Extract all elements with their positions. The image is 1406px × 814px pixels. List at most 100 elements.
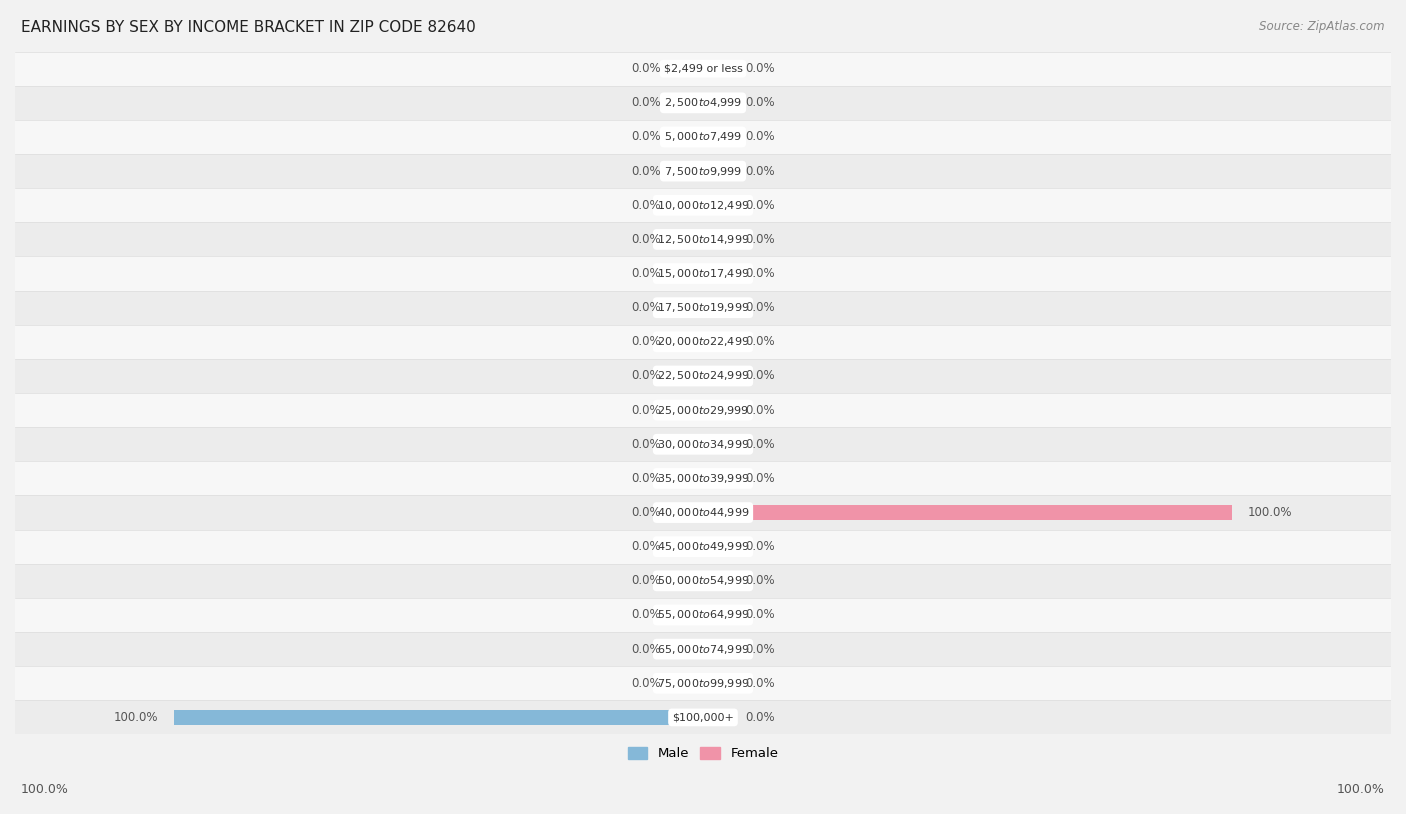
Text: 0.0%: 0.0% [745, 267, 775, 280]
Bar [15, 359, 1391, 393]
Bar [15, 222, 1391, 256]
Text: $50,000 to $54,999: $50,000 to $54,999 [657, 575, 749, 588]
Bar [703, 574, 730, 588]
Bar [15, 154, 1391, 188]
Text: 0.0%: 0.0% [745, 130, 775, 143]
Bar [703, 437, 730, 452]
Text: 0.0%: 0.0% [631, 96, 661, 109]
Bar [703, 129, 730, 144]
Text: 0.0%: 0.0% [745, 711, 775, 724]
Bar [676, 129, 703, 144]
Text: 0.0%: 0.0% [631, 199, 661, 212]
Bar [703, 711, 730, 724]
Text: 0.0%: 0.0% [631, 540, 661, 554]
Text: 0.0%: 0.0% [745, 404, 775, 417]
Text: $55,000 to $64,999: $55,000 to $64,999 [657, 609, 749, 622]
Bar [703, 300, 730, 315]
Bar [15, 120, 1391, 154]
Text: 0.0%: 0.0% [631, 62, 661, 75]
Text: $75,000 to $99,999: $75,000 to $99,999 [657, 676, 749, 689]
Text: 0.0%: 0.0% [745, 642, 775, 655]
Bar [676, 266, 703, 281]
Text: 100.0%: 100.0% [114, 711, 157, 724]
Bar [676, 335, 703, 349]
Text: $7,500 to $9,999: $7,500 to $9,999 [664, 164, 742, 177]
Text: 0.0%: 0.0% [631, 642, 661, 655]
Bar [703, 369, 730, 383]
Text: 0.0%: 0.0% [631, 676, 661, 689]
Text: 0.0%: 0.0% [631, 267, 661, 280]
Text: $35,000 to $39,999: $35,000 to $39,999 [657, 472, 749, 485]
Text: 0.0%: 0.0% [745, 575, 775, 588]
Text: $30,000 to $34,999: $30,000 to $34,999 [657, 438, 749, 451]
Bar [703, 505, 1232, 519]
Text: 0.0%: 0.0% [631, 301, 661, 314]
Text: 0.0%: 0.0% [745, 370, 775, 383]
Text: 0.0%: 0.0% [745, 676, 775, 689]
Text: 0.0%: 0.0% [745, 438, 775, 451]
Bar [703, 608, 730, 622]
Bar [15, 85, 1391, 120]
Text: 0.0%: 0.0% [631, 233, 661, 246]
Text: $22,500 to $24,999: $22,500 to $24,999 [657, 370, 749, 383]
Text: $45,000 to $49,999: $45,000 to $49,999 [657, 540, 749, 554]
Bar [703, 676, 730, 690]
Text: $2,500 to $4,999: $2,500 to $4,999 [664, 96, 742, 109]
Bar [15, 666, 1391, 700]
Bar [676, 369, 703, 383]
Text: 0.0%: 0.0% [631, 506, 661, 519]
Bar [15, 256, 1391, 291]
Text: 0.0%: 0.0% [745, 335, 775, 348]
Bar [703, 96, 730, 110]
Bar [703, 540, 730, 554]
Text: 0.0%: 0.0% [745, 540, 775, 554]
Text: 100.0%: 100.0% [1337, 783, 1385, 796]
Bar [15, 598, 1391, 632]
Text: 0.0%: 0.0% [631, 609, 661, 622]
Text: $17,500 to $19,999: $17,500 to $19,999 [657, 301, 749, 314]
Text: 100.0%: 100.0% [1249, 506, 1292, 519]
Bar [676, 574, 703, 588]
Bar [676, 62, 703, 76]
Bar [676, 471, 703, 486]
Text: 0.0%: 0.0% [631, 404, 661, 417]
Bar [676, 300, 703, 315]
Bar [15, 51, 1391, 85]
Bar [676, 96, 703, 110]
Bar [676, 642, 703, 656]
Text: Source: ZipAtlas.com: Source: ZipAtlas.com [1260, 20, 1385, 33]
Bar [15, 700, 1391, 734]
Text: $20,000 to $22,499: $20,000 to $22,499 [657, 335, 749, 348]
Text: $25,000 to $29,999: $25,000 to $29,999 [657, 404, 749, 417]
Bar [15, 188, 1391, 222]
Text: 0.0%: 0.0% [745, 233, 775, 246]
Bar [703, 642, 730, 656]
Text: 0.0%: 0.0% [745, 472, 775, 485]
Bar [15, 530, 1391, 564]
Bar [15, 564, 1391, 598]
Text: 0.0%: 0.0% [745, 199, 775, 212]
Text: $10,000 to $12,499: $10,000 to $12,499 [657, 199, 749, 212]
Bar [676, 164, 703, 178]
Bar [703, 198, 730, 212]
Bar [15, 291, 1391, 325]
Text: 0.0%: 0.0% [631, 575, 661, 588]
Bar [15, 427, 1391, 462]
Bar [703, 164, 730, 178]
Bar [703, 232, 730, 247]
Bar [676, 505, 703, 519]
Bar [15, 325, 1391, 359]
Text: 0.0%: 0.0% [745, 62, 775, 75]
Text: 0.0%: 0.0% [631, 438, 661, 451]
Bar [676, 198, 703, 212]
Bar [676, 403, 703, 418]
Bar [174, 711, 703, 724]
Text: 0.0%: 0.0% [631, 130, 661, 143]
Text: $12,500 to $14,999: $12,500 to $14,999 [657, 233, 749, 246]
Text: 0.0%: 0.0% [631, 335, 661, 348]
Bar [676, 540, 703, 554]
Text: 0.0%: 0.0% [631, 164, 661, 177]
Text: $65,000 to $74,999: $65,000 to $74,999 [657, 642, 749, 655]
Text: 0.0%: 0.0% [631, 472, 661, 485]
Bar [703, 266, 730, 281]
